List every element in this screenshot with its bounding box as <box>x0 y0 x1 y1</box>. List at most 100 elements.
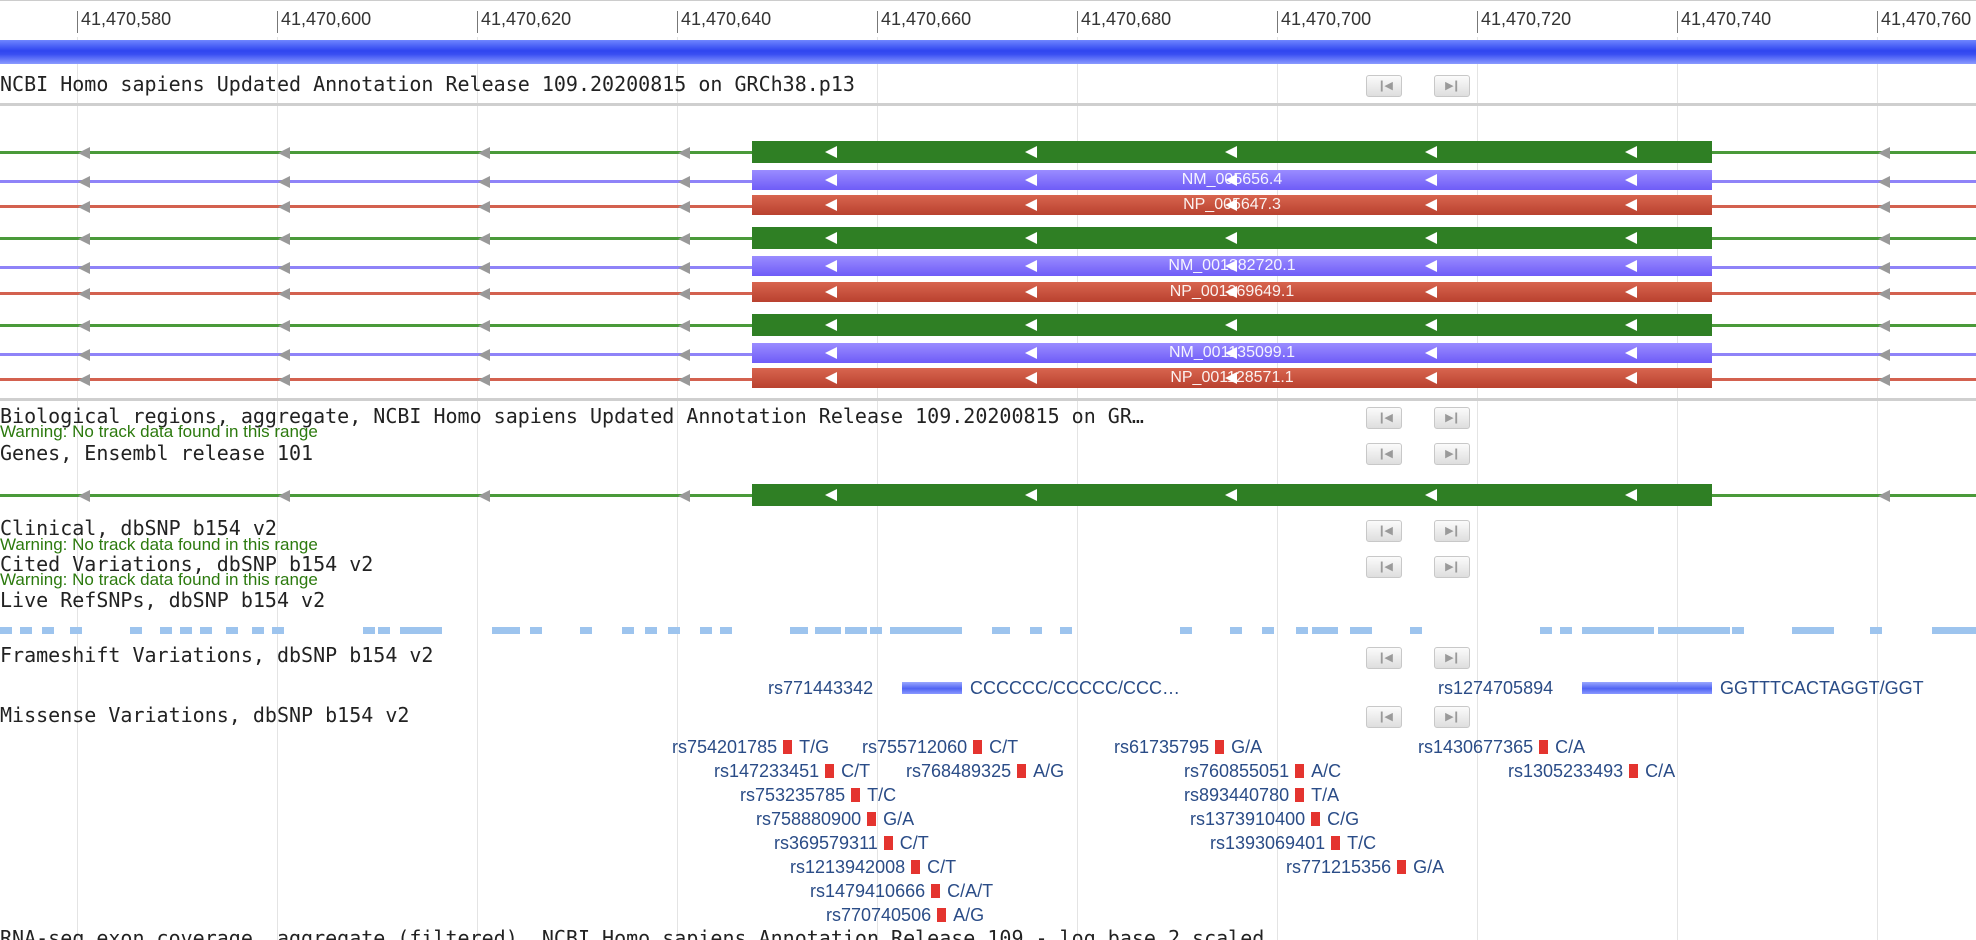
refsnp-mark[interactable] <box>1230 627 1242 634</box>
missense-marker[interactable] <box>973 740 983 754</box>
sequence-bar[interactable] <box>0 40 1976 64</box>
track-header-cited[interactable]: Cited Variations, dbSNP b154 v2 ❙◀ ▶❙ <box>0 552 1976 580</box>
refsnp-mark[interactable] <box>1350 627 1372 634</box>
refsnp-mark[interactable] <box>272 627 284 634</box>
track-header-live-refsnps[interactable]: Live RefSNPs, dbSNP b154 v2 <box>0 588 1976 614</box>
variant-id[interactable]: rs771215356 <box>1286 857 1392 877</box>
variant-id[interactable]: rs768489325 <box>906 761 1012 781</box>
track-header-clinical[interactable]: Clinical, dbSNP b154 v2 ❙◀ ▶❙ <box>0 516 1976 544</box>
refsnp-mark[interactable] <box>130 627 142 634</box>
refsnp-mark[interactable] <box>1180 627 1192 634</box>
prev-feature-button[interactable]: ❙◀ <box>1366 443 1402 465</box>
refsnp-mark[interactable] <box>252 627 264 634</box>
variant-id[interactable]: rs1305233493 <box>1508 761 1624 781</box>
gene-exon[interactable] <box>752 484 1712 506</box>
ensembl-gene-panel[interactable] <box>0 480 1976 510</box>
refsnp-mark[interactable] <box>400 627 442 634</box>
prev-feature-button[interactable]: ❙◀ <box>1366 407 1402 429</box>
variant-id[interactable]: rs61735795 <box>1114 737 1210 757</box>
next-feature-button[interactable]: ▶❙ <box>1434 407 1470 429</box>
prev-feature-button[interactable]: ❙◀ <box>1366 75 1402 97</box>
refsnp-mark[interactable] <box>720 627 732 634</box>
missense-marker[interactable] <box>1295 764 1305 778</box>
frameshift-variant-bar[interactable] <box>902 682 962 694</box>
gene-model-panel[interactable]: NM_005656.4 NP_005647.3 NM_001382720.1 N… <box>0 110 1976 400</box>
refsnp-mark[interactable] <box>845 627 867 634</box>
missense-marker[interactable] <box>783 740 793 754</box>
refsnp-density-row[interactable] <box>0 627 1976 637</box>
gene-exon[interactable] <box>752 141 1712 163</box>
refsnp-mark[interactable] <box>1262 627 1274 634</box>
track-header-ensembl[interactable]: Genes, Ensembl release 101 ❙◀ ▶❙ <box>0 441 1976 469</box>
refsnp-mark[interactable] <box>1732 627 1744 634</box>
refsnp-mark[interactable] <box>70 627 82 634</box>
missense-marker[interactable] <box>867 812 877 826</box>
refsnp-mark[interactable] <box>1582 627 1654 634</box>
refsnp-mark[interactable] <box>622 627 634 634</box>
refsnp-mark[interactable] <box>645 627 657 634</box>
refsnp-mark[interactable] <box>1312 627 1338 634</box>
missense-marker[interactable] <box>883 836 893 850</box>
prev-feature-button[interactable]: ❙◀ <box>1366 520 1402 542</box>
variant-id[interactable]: rs1479410666 <box>810 881 926 901</box>
variant-id[interactable]: rs893440780 <box>1184 785 1290 805</box>
refsnp-mark[interactable] <box>378 627 390 634</box>
frameshift-variant-bar[interactable] <box>1582 682 1712 694</box>
refsnp-mark[interactable] <box>1540 627 1552 634</box>
refsnp-mark[interactable] <box>200 627 212 634</box>
variant-id[interactable]: rs758880900 <box>756 809 862 829</box>
track-header-bio-regions[interactable]: Biological regions, aggregate, NCBI Homo… <box>0 404 1976 432</box>
refsnp-mark[interactable] <box>1560 627 1572 634</box>
missense-marker[interactable] <box>1311 812 1321 826</box>
refsnp-mark[interactable] <box>492 627 520 634</box>
refsnp-mark[interactable] <box>815 627 841 634</box>
variant-id-rs1274705894[interactable]: rs1274705894 <box>1438 678 1554 698</box>
missense-marker[interactable] <box>1397 860 1407 874</box>
variant-id[interactable]: rs369579311 <box>774 833 878 853</box>
refsnp-mark[interactable] <box>890 627 962 634</box>
variant-id[interactable]: rs770740506 <box>826 905 932 925</box>
variant-id[interactable]: rs754201785 <box>672 737 778 757</box>
rna-exon-nm-005656[interactable]: NM_005656.4 <box>752 170 1712 190</box>
track-header-missense[interactable]: Missense Variations, dbSNP b154 v2 ❙◀ ▶❙ <box>0 703 1976 731</box>
track-header-annotation-release[interactable]: NCBI Homo sapiens Updated Annotation Rel… <box>0 72 1976 100</box>
variant-id[interactable]: rs1430677365 <box>1418 737 1534 757</box>
missense-marker[interactable] <box>937 908 947 922</box>
refsnp-mark[interactable] <box>226 627 238 634</box>
refsnp-mark[interactable] <box>1792 627 1834 634</box>
missense-marker[interactable] <box>931 884 941 898</box>
refsnp-mark[interactable] <box>1658 627 1730 634</box>
variant-id-rs771443342[interactable]: rs771443342 <box>768 678 874 698</box>
protein-exon-np-005647[interactable]: NP_005647.3 <box>752 195 1712 215</box>
refsnp-mark[interactable] <box>700 627 712 634</box>
position-ruler[interactable]: 41,470,580 41,470,600 41,470,620 41,470,… <box>0 0 1976 37</box>
refsnp-mark[interactable] <box>530 627 542 634</box>
missense-marker[interactable] <box>1331 836 1341 850</box>
missense-marker[interactable] <box>1215 740 1225 754</box>
missense-marker[interactable] <box>1629 764 1639 778</box>
refsnp-mark[interactable] <box>20 627 32 634</box>
refsnp-mark[interactable] <box>992 627 1010 634</box>
prev-feature-button[interactable]: ❙◀ <box>1366 706 1402 728</box>
gene-exon[interactable] <box>752 227 1712 249</box>
missense-marker[interactable] <box>1539 740 1549 754</box>
track-header-frameshift[interactable]: Frameshift Variations, dbSNP b154 v2 ❙◀ … <box>0 643 1976 671</box>
protein-exon-np-001128571[interactable]: NP_001128571.1 <box>752 368 1712 388</box>
refsnp-mark[interactable] <box>580 627 592 634</box>
next-feature-button[interactable]: ▶❙ <box>1434 75 1470 97</box>
refsnp-mark[interactable] <box>363 627 375 634</box>
rna-exon-nm-001382720[interactable]: NM_001382720.1 <box>752 256 1712 276</box>
variant-id[interactable]: rs755712060 <box>862 737 968 757</box>
variant-id[interactable]: rs1213942008 <box>790 857 906 877</box>
refsnp-mark[interactable] <box>1296 627 1308 634</box>
refsnp-mark[interactable] <box>1870 627 1882 634</box>
prev-feature-button[interactable]: ❙◀ <box>1366 647 1402 669</box>
protein-exon-np-001369649[interactable]: NP_001369649.1 <box>752 282 1712 302</box>
refsnp-mark[interactable] <box>1410 627 1422 634</box>
prev-feature-button[interactable]: ❙◀ <box>1366 556 1402 578</box>
rna-exon-nm-001135099[interactable]: NM_001135099.1 <box>752 343 1712 363</box>
refsnp-mark[interactable] <box>42 627 54 634</box>
refsnp-mark[interactable] <box>870 627 882 634</box>
variant-id[interactable]: rs147233451 <box>714 761 820 781</box>
